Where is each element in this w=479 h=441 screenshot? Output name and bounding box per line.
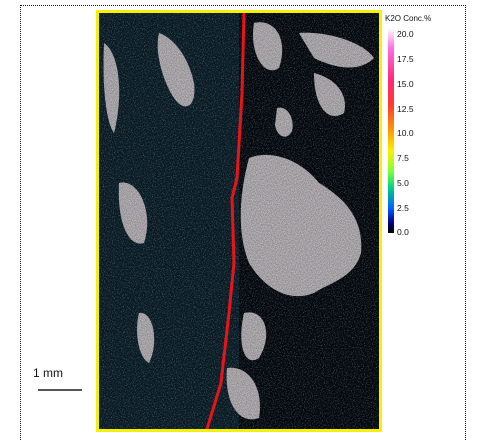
tick-label: 12.5 xyxy=(397,104,414,114)
tick-label: 20.0 xyxy=(397,29,414,39)
colorbar-legend: K2O Conc.% 20.0 17.5 15.0 12.5 10.0 7.5 … xyxy=(385,14,465,240)
scale-bar xyxy=(38,389,82,391)
k2o-concentration-map xyxy=(96,10,382,432)
boundary-line xyxy=(205,13,246,429)
tick-label: 5.0 xyxy=(397,178,409,188)
tick-label: 0.0 xyxy=(397,227,409,237)
tick-label: 2.5 xyxy=(397,203,409,213)
tick-label: 15.0 xyxy=(397,79,414,89)
tick-label: 17.5 xyxy=(397,54,414,64)
colorbar-gradient xyxy=(388,28,394,233)
legend-title: K2O Conc.% xyxy=(385,14,432,23)
map-svg xyxy=(99,13,379,429)
tick-label: 10.0 xyxy=(397,128,414,138)
tick-label: 7.5 xyxy=(397,153,409,163)
dotted-frame xyxy=(20,5,466,440)
scale-bar-label: 1 mm xyxy=(33,366,63,380)
